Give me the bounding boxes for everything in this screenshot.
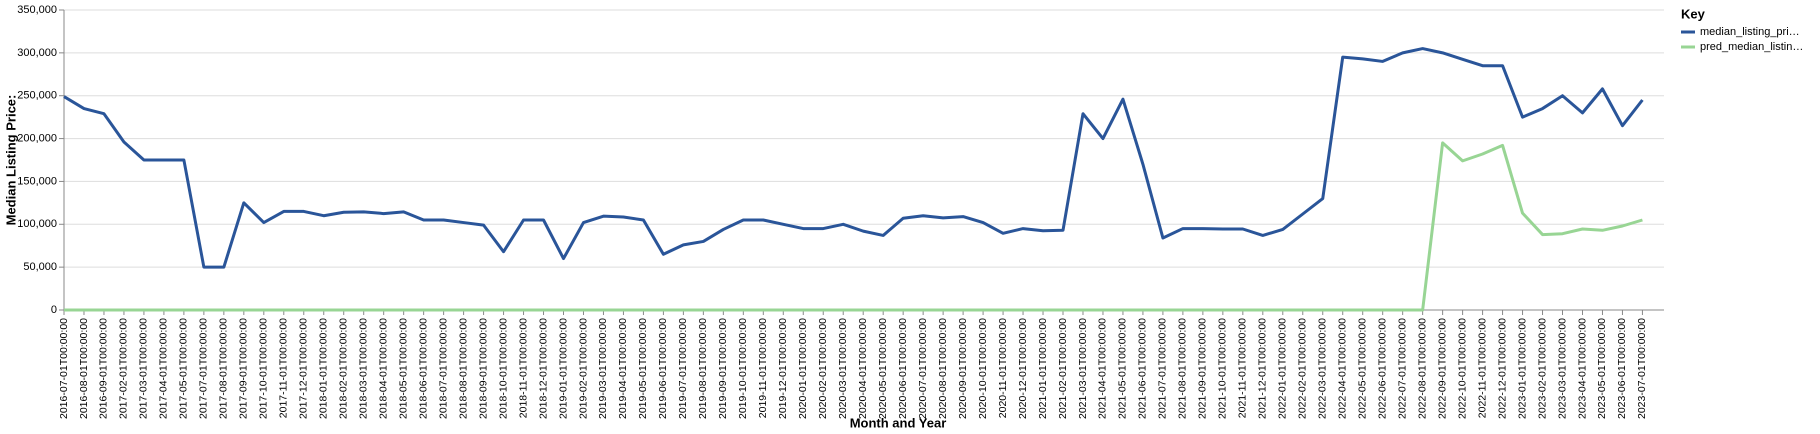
x-tick-label: 2018-05-01T00:00:00: [397, 318, 409, 419]
x-tick-label: 2019-01-01T00:00:00: [557, 318, 569, 419]
y-tick-label: 350,000: [17, 4, 57, 16]
x-tick-label: 2019-06-01T00:00:00: [657, 318, 669, 419]
x-tick-label: 2022-07-01T00:00:00: [1396, 318, 1408, 419]
x-tick-label: 2023-04-01T00:00:00: [1576, 318, 1588, 419]
x-tick-label: 2020-07-01T00:00:00: [917, 318, 929, 419]
x-tick-label: 2017-07-01T00:00:00: [198, 318, 210, 419]
x-tick-label: 2021-05-01T00:00:00: [1117, 318, 1129, 419]
x-tick-label: 2018-12-01T00:00:00: [537, 318, 549, 419]
x-tick-label: 2020-01-01T00:00:00: [797, 318, 809, 419]
x-tick-label: 2017-09-01T00:00:00: [238, 318, 250, 419]
x-axis-title: Month and Year: [850, 415, 947, 430]
x-tick-label: 2020-08-01T00:00:00: [937, 318, 949, 419]
x-tick-label: 2018-02-01T00:00:00: [338, 318, 350, 419]
x-tick-label: 2017-08-01T00:00:00: [218, 318, 230, 419]
series-line: [64, 141, 1643, 312]
x-tick-label: 2017-02-01T00:00:00: [118, 318, 130, 419]
x-tick-label: 2018-06-01T00:00:00: [417, 318, 429, 419]
x-tick-label: 2022-10-01T00:00:00: [1456, 318, 1468, 419]
x-tick-label: 2020-10-01T00:00:00: [977, 318, 989, 419]
y-tick-label: 150,000: [17, 175, 57, 187]
x-tick-label: 2021-08-01T00:00:00: [1177, 318, 1189, 419]
x-tick-label: 2022-11-01T00:00:00: [1476, 318, 1488, 418]
x-tick-label: 2021-11-01T00:00:00: [1237, 318, 1249, 418]
x-tick-label: 2018-08-01T00:00:00: [457, 318, 469, 419]
x-tick-label: 2018-10-01T00:00:00: [497, 318, 509, 419]
x-tick-label: 2019-07-01T00:00:00: [677, 318, 689, 419]
x-tick-label: 2017-11-01T00:00:00: [278, 318, 290, 418]
legend-label: median_listing_pri…: [1700, 26, 1800, 38]
x-tick-label: 2022-04-01T00:00:00: [1337, 318, 1349, 419]
x-tick-label: 2019-11-01T00:00:00: [757, 318, 769, 418]
y-tick-label: 250,000: [17, 90, 57, 102]
x-tick-label: 2022-09-01T00:00:00: [1436, 318, 1448, 419]
x-tick-label: 2017-12-01T00:00:00: [298, 318, 310, 419]
x-tick-label: 2019-12-01T00:00:00: [777, 318, 789, 419]
x-tick-label: 2019-02-01T00:00:00: [577, 318, 589, 419]
x-tick-label: 2022-03-01T00:00:00: [1317, 318, 1329, 419]
x-tick-label: 2019-08-01T00:00:00: [697, 318, 709, 419]
x-tick-label: 2019-09-01T00:00:00: [717, 318, 729, 419]
x-tick-label: 2019-03-01T00:00:00: [597, 318, 609, 419]
x-tick-label: 2022-01-01T00:00:00: [1277, 318, 1289, 419]
x-tick-label: 2018-01-01T00:00:00: [318, 318, 330, 419]
x-tick-label: 2021-06-01T00:00:00: [1137, 318, 1149, 419]
x-tick-label: 2018-11-01T00:00:00: [517, 318, 529, 418]
x-tick-label: 2023-03-01T00:00:00: [1556, 318, 1568, 419]
x-tick-label: 2021-12-01T00:00:00: [1257, 318, 1269, 419]
x-tick-label: 2021-09-01T00:00:00: [1197, 318, 1209, 419]
x-tick-label: 2021-07-01T00:00:00: [1157, 318, 1169, 419]
x-tick-label: 2022-06-01T00:00:00: [1376, 318, 1388, 419]
y-tick-label: 300,000: [17, 47, 57, 59]
y-axis-title: Median Listing Price:: [3, 95, 18, 226]
legend-label: pred_median_listin…: [1700, 41, 1803, 53]
series-line: [63, 47, 1644, 269]
x-tick-label: 2018-04-01T00:00:00: [377, 318, 389, 419]
x-tick-label: 2019-04-01T00:00:00: [617, 318, 629, 419]
x-tick-label: 2020-12-01T00:00:00: [1017, 318, 1029, 419]
x-tick-label: 2023-02-01T00:00:00: [1536, 318, 1548, 419]
x-tick-label: 2020-03-01T00:00:00: [837, 318, 849, 419]
x-tick-label: 2022-05-01T00:00:00: [1356, 318, 1368, 419]
x-tick-label: 2020-02-01T00:00:00: [817, 318, 829, 419]
y-tick-label: 200,000: [17, 132, 57, 144]
x-tick-label: 2020-05-01T00:00:00: [877, 318, 889, 419]
x-tick-label: 2018-09-01T00:00:00: [477, 318, 489, 419]
x-tick-label: 2022-12-01T00:00:00: [1496, 318, 1508, 419]
x-tick-label: 2021-10-01T00:00:00: [1217, 318, 1229, 419]
x-tick-label: 2016-07-01T00:00:00: [58, 318, 70, 419]
x-tick-label: 2020-11-01T00:00:00: [997, 318, 1009, 418]
x-tick-label: 2017-05-01T00:00:00: [178, 318, 190, 419]
x-tick-label: 2023-06-01T00:00:00: [1616, 318, 1628, 419]
x-tick-label: 2017-03-01T00:00:00: [138, 318, 150, 419]
x-tick-label: 2023-01-01T00:00:00: [1516, 318, 1528, 419]
x-tick-label: 2022-02-01T00:00:00: [1297, 318, 1309, 419]
x-tick-label: 2019-05-01T00:00:00: [637, 318, 649, 419]
x-tick-label: 2023-05-01T00:00:00: [1596, 318, 1608, 419]
x-tick-label: 2016-08-01T00:00:00: [78, 318, 90, 419]
x-tick-label: 2021-03-01T00:00:00: [1077, 318, 1089, 419]
x-tick-label: 2021-01-01T00:00:00: [1037, 318, 1049, 419]
x-tick-label: 2018-07-01T00:00:00: [437, 318, 449, 419]
x-tick-label: 2020-09-01T00:00:00: [957, 318, 969, 419]
y-tick-label: 50,000: [23, 261, 57, 273]
x-tick-label: 2021-04-01T00:00:00: [1097, 318, 1109, 419]
x-tick-label: 2018-03-01T00:00:00: [357, 318, 369, 419]
x-tick-label: 2020-04-01T00:00:00: [857, 318, 869, 419]
y-tick-label: 0: [51, 304, 57, 316]
x-tick-label: 2021-02-01T00:00:00: [1057, 318, 1069, 419]
legend-title: Key: [1681, 6, 1706, 21]
x-tick-label: 2022-08-01T00:00:00: [1416, 318, 1428, 419]
y-tick-label: 100,000: [17, 218, 57, 230]
x-tick-label: 2017-10-01T00:00:00: [258, 318, 270, 419]
x-tick-label: 2020-06-01T00:00:00: [897, 318, 909, 419]
x-tick-label: 2017-04-01T00:00:00: [158, 318, 170, 419]
x-tick-label: 2023-07-01T00:00:00: [1636, 318, 1648, 419]
x-tick-label: 2016-09-01T00:00:00: [98, 318, 110, 419]
x-tick-label: 2019-10-01T00:00:00: [737, 318, 749, 419]
